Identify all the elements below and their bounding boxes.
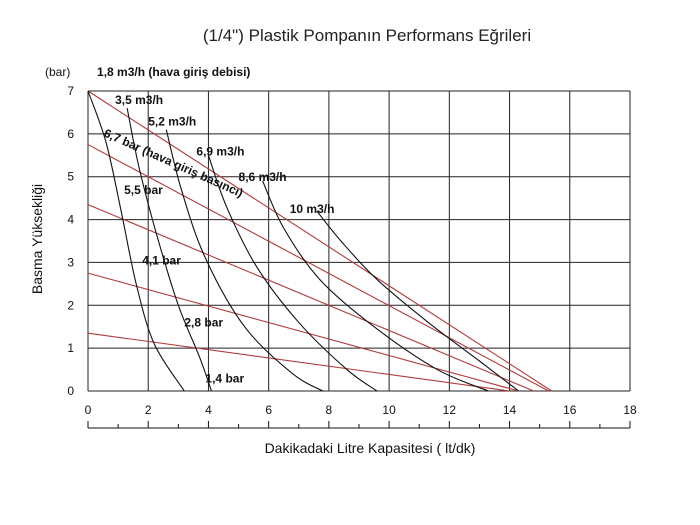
x-axis-label: Dakikadaki Litre Kapasitesi ( lt/dk) xyxy=(265,440,476,456)
pressure-line xyxy=(87,204,534,392)
y-tick-label: 5 xyxy=(67,170,74,184)
x-tick-label: 4 xyxy=(205,403,212,417)
x-tick-label: 18 xyxy=(623,403,637,417)
pressure-line xyxy=(87,272,519,392)
y-tick-label: 0 xyxy=(67,384,74,398)
x-tick-label: 6 xyxy=(265,403,272,417)
y-tick-label: 2 xyxy=(67,298,74,312)
pressure-lines xyxy=(87,90,553,392)
curve-label: 1,4 bar xyxy=(205,371,244,385)
x-tick-label: 10 xyxy=(382,403,396,417)
air-flow-curve xyxy=(207,155,378,392)
curve-label: 6,9 m3/h xyxy=(196,144,244,158)
curve-label: 10 m3/h xyxy=(290,202,335,216)
air-flow-curve xyxy=(262,180,489,392)
y-tick-label: 6 xyxy=(67,127,74,141)
y-unit-label: (bar) xyxy=(45,65,70,79)
pressure-line xyxy=(87,144,549,392)
grid xyxy=(87,90,631,392)
x-tick-label: 2 xyxy=(145,403,152,417)
curve-label: 2,8 bar xyxy=(184,316,223,330)
pressure-line xyxy=(87,90,553,392)
y-tick-label: 3 xyxy=(67,255,74,269)
curve-labels: 1,8 m3/h (hava giriş debisi) 3,5 m3/h 5,2 … xyxy=(97,65,334,385)
curve-label: 1,8 m3/h (hava giriş debisi) xyxy=(97,65,250,79)
air-flow-curves xyxy=(87,90,519,392)
curve-label: 4,1 bar xyxy=(142,254,181,268)
curve-label: 8,6 m3/h xyxy=(239,170,287,184)
chart-title: (1/4") Plastik Pompanın Performans Eğril… xyxy=(203,26,531,45)
x-tick-label: 14 xyxy=(503,403,517,417)
curve-label: 5,2 m3/h xyxy=(148,114,196,128)
air-flow-curve xyxy=(165,129,324,392)
y-tick-label: 4 xyxy=(67,213,74,227)
x-tick-label: 8 xyxy=(326,403,333,417)
x-tick-label: 0 xyxy=(85,403,92,417)
curve-label: 5,5 bar xyxy=(124,183,163,197)
pressure-line xyxy=(87,332,510,392)
curve-label: 3,5 m3/h xyxy=(115,93,163,107)
air-flow-curve xyxy=(87,90,185,392)
y-tick-label: 1 xyxy=(67,341,74,355)
x-tick-label: 12 xyxy=(443,403,457,417)
x-tick-label: 16 xyxy=(563,403,577,417)
air-flow-curve xyxy=(126,108,212,392)
air-flow-curve xyxy=(316,210,519,392)
y-axis-label: Basma Yüksekliği xyxy=(29,184,45,294)
y-tick-label: 7 xyxy=(67,84,74,98)
